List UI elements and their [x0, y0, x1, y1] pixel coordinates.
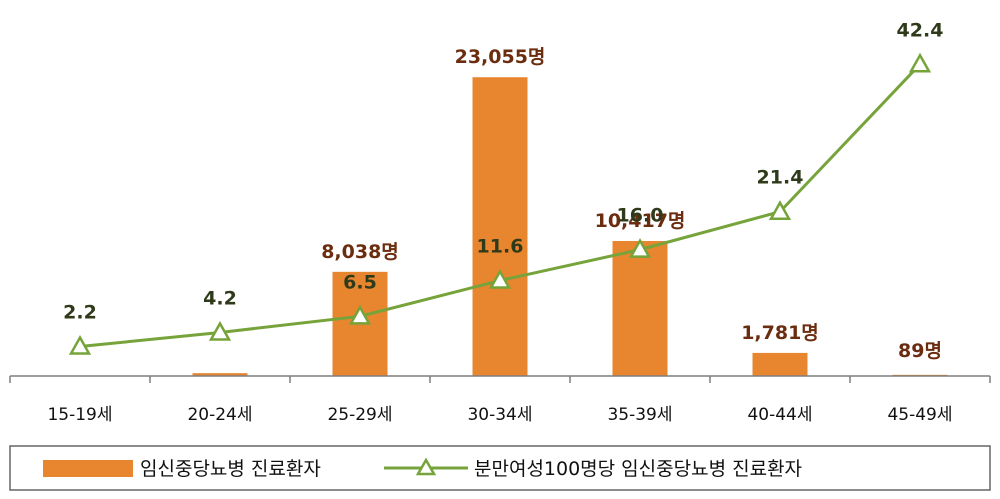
- x-tick-label-40-44세: 40-44세: [747, 405, 812, 425]
- bar-label-25-29세: 8,038명: [321, 241, 399, 263]
- bar-40-44세: [752, 352, 808, 376]
- line-markers: [68, 52, 932, 355]
- legend-box: [9, 445, 991, 491]
- bar-labels: 8,038명 23,055명 10,417명 1,781명 89명: [321, 46, 942, 362]
- legend: 임신중당뇨병 진료환자 분만여성100명당 임신중당뇨병 진료환자: [9, 445, 991, 491]
- x-tick-label-35-39세: 35-39세: [607, 405, 672, 425]
- line-label-45-49세: 42.4: [897, 19, 944, 41]
- x-tick-label-25-29세: 25-29세: [327, 405, 392, 425]
- x-ticks: [9, 376, 991, 383]
- line-label-35-39세: 16.0: [617, 205, 664, 227]
- line-point-15-19세: [68, 334, 92, 355]
- line-label-25-29세: 6.5: [343, 271, 377, 293]
- x-tick-label-45-49세: 45-49세: [887, 405, 952, 425]
- line-point-40-44세: [768, 200, 792, 220]
- x-tick-label-30-34세: 30-34세: [467, 405, 532, 425]
- bar-label-40-44세: 1,781명: [741, 322, 819, 344]
- legend-bar-swatch: [43, 460, 133, 477]
- legend-line-label: 분만여성100명당 임신중당뇨병 진료환자: [474, 458, 802, 480]
- line-point-45-49세: [908, 52, 932, 73]
- line-labels: 2.2 4.2 6.5 11.6 16.0 21.4 42.4: [63, 19, 943, 323]
- line-label-40-44세: 21.4: [757, 167, 804, 189]
- line-label-30-34세: 11.6: [477, 236, 524, 258]
- x-tick-label-20-24세: 20-24세: [187, 405, 252, 425]
- bar-series: [192, 77, 948, 376]
- line-point-30-34세: [488, 268, 512, 289]
- bar-20-24세: [192, 373, 248, 376]
- bar-label-35-39세: 10,417명: [595, 210, 686, 232]
- bar-30-34세: [472, 77, 528, 376]
- bar-35-39세: [612, 240, 668, 376]
- bar-label-45-49세: 89명: [898, 340, 942, 362]
- bar-label-30-34세: 23,055명: [455, 46, 546, 68]
- x-tick-label-15-19세: 15-19세: [47, 405, 112, 425]
- line-label-20-24세: 4.2: [203, 287, 237, 309]
- legend-bar-label: 임신중당뇨병 진료환자: [140, 458, 321, 480]
- line-point-25-29세: [348, 304, 372, 325]
- legend-triangle-icon: [415, 457, 437, 476]
- x-tick-labels: 15-19세 20-24세 25-29세 30-34세 35-39세 40-44세 45-4…: [47, 405, 952, 425]
- line-point-35-39세: [628, 238, 652, 258]
- line-label-15-19세: 2.2: [63, 302, 97, 324]
- line-point-20-24세: [208, 320, 232, 341]
